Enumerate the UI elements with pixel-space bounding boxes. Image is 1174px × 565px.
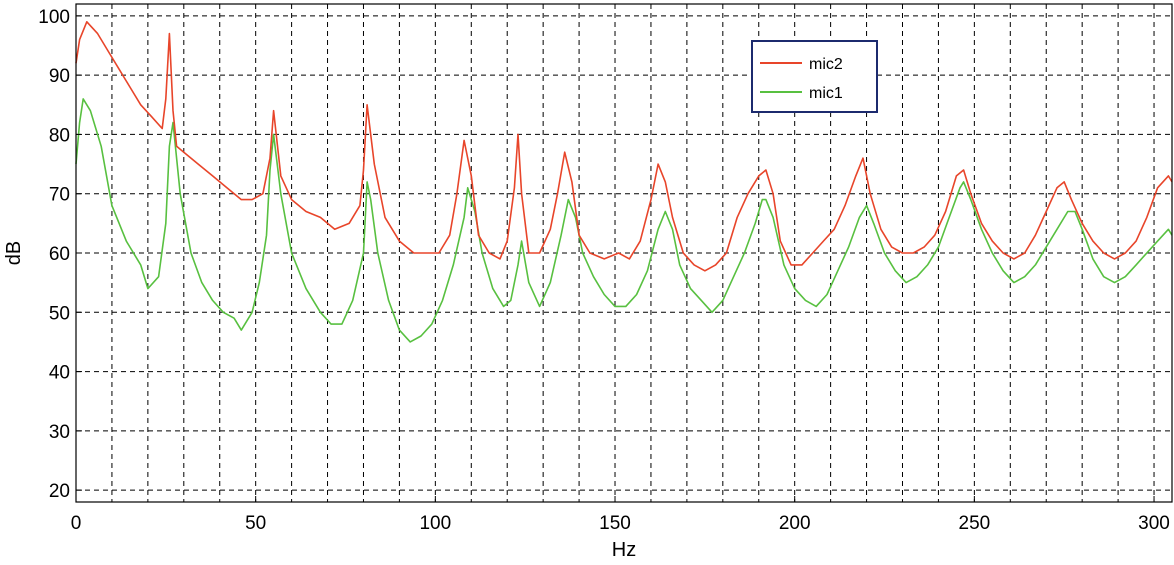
x-tick-label: 0 (71, 513, 82, 534)
x-tick-label: 250 (959, 513, 991, 534)
y-tick-label: 60 (49, 244, 70, 265)
axis-ticks: 0 50 100 150 200 250 300 20 30 40 50 60 70 80 90 100 (38, 7, 1170, 534)
x-tick-label: 200 (779, 513, 811, 534)
y-tick-label: 40 (49, 363, 70, 384)
y-tick-label: 20 (49, 481, 70, 502)
x-tick-label: 150 (599, 513, 631, 534)
legend: mic2 mic1 (751, 40, 878, 113)
y-tick-label: 100 (38, 7, 70, 28)
legend-label-mic2: mic2 (809, 56, 843, 73)
legend-label-mic1: mic1 (809, 85, 843, 102)
x-tick-label: 300 (1138, 513, 1170, 534)
x-tick-label: 50 (245, 513, 266, 534)
legend-box (751, 40, 878, 113)
y-tick-label: 90 (49, 66, 70, 87)
x-axis-label: Hz (612, 539, 636, 560)
x-tick-label: 100 (419, 513, 451, 534)
y-axis-label: dB (3, 241, 25, 265)
series-lines (75, 20, 1173, 343)
y-tick-label: 30 (49, 422, 70, 443)
series-line-mic2 (75, 20, 1173, 272)
gridlines (76, 4, 1172, 502)
y-tick-label: 70 (49, 185, 70, 206)
y-tick-label: 50 (49, 303, 70, 324)
series-line-mic1 (75, 98, 1173, 343)
y-tick-label: 80 (49, 125, 70, 146)
